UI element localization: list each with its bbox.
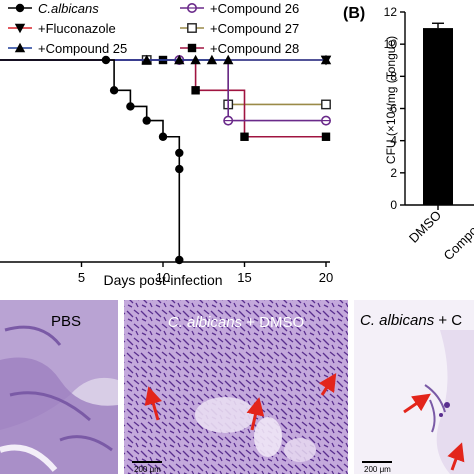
legend-label: +Compound 26: [210, 1, 299, 16]
data-point: [321, 132, 331, 141]
data-point: [174, 54, 185, 65]
legend-item: +Compound 27: [180, 21, 299, 36]
histology-pbs: PBS: [0, 300, 118, 474]
data-point: [191, 86, 200, 95]
data-point: [320, 115, 331, 126]
series-line: [0, 59, 326, 106]
legend-label: +Fluconazole: [38, 21, 116, 36]
y-tick-label: 4: [390, 134, 397, 148]
data-point: [126, 102, 135, 111]
histology-dmso: C. albicans + DMSO 200 μm: [124, 300, 348, 474]
data-point: [101, 55, 111, 65]
histology-row: PBS C. albicans + DMSO 200 μm C. albican…: [0, 300, 474, 474]
y-tick-label: 6: [390, 102, 397, 116]
survival-chart: 5 10 15 20 Days post-infection C.albicans +F…: [0, 1, 333, 288]
data-point: [187, 23, 197, 33]
data-point: [187, 3, 198, 13]
series-c-albicans: [0, 55, 184, 265]
x-axis-label: Days post-infection: [103, 272, 222, 288]
panel-b-label: (B): [343, 5, 365, 22]
data-point: [223, 115, 234, 126]
arrow-indicator: [246, 397, 265, 431]
legend-item: +Fluconazole: [8, 21, 116, 36]
y-axis-label: CFU (×10⁴/mg (Tongue): [384, 36, 398, 164]
series--compound-26: [0, 54, 331, 126]
x-tick-label: 10: [156, 270, 170, 285]
data-point: [175, 148, 184, 158]
series-line: [0, 59, 181, 170]
data-point: [223, 54, 234, 65]
legend-item: +Compound 28: [180, 41, 299, 56]
data-point: [142, 116, 151, 125]
data-point: [109, 86, 119, 95]
cfu-bar-chart: (B) CFU (×10⁴/mg (Tongue) 0 2 4 6 8 10 12 DMSOC…: [343, 5, 474, 263]
bar: [423, 28, 453, 206]
legend-item: +Compound 25: [8, 41, 127, 56]
category-label: Compound: [441, 208, 474, 264]
arrow-indicator: [403, 393, 431, 414]
x-tick-label: 20: [319, 270, 333, 285]
series-line: [0, 59, 326, 122]
data-point: [14, 23, 26, 34]
panel-title: C. albicans + DMSO: [168, 314, 304, 331]
x-ticks: 5 10 15 20: [78, 262, 333, 285]
data-point: [320, 54, 332, 65]
data-point: [175, 255, 184, 265]
data-point: [141, 54, 152, 65]
y-tick-label: 2: [390, 166, 397, 180]
data-point: [15, 3, 25, 13]
scale-bar-label: 200 μm: [364, 465, 391, 474]
y-tick-label: 0: [390, 198, 397, 212]
series-layer: [0, 54, 332, 265]
legend-item: +Compound 26: [180, 1, 299, 16]
arrow-indicator: [318, 372, 337, 396]
legend-label: +Compound 25: [38, 41, 127, 56]
category-label: DMSO: [406, 208, 444, 246]
panel-title: C. albicans + C: [360, 312, 462, 329]
data-point: [158, 132, 168, 141]
series--compound-28: [0, 55, 331, 141]
series--compound-25: [0, 54, 332, 65]
histology-compound: C. albicans + C 200 μm: [354, 300, 474, 474]
legend: C.albicans +Fluconazole +Compound 25 +Compo…: [8, 1, 299, 56]
data-point: [321, 99, 331, 110]
data-point: [190, 54, 201, 65]
y-tick-label: 8: [390, 69, 397, 83]
x-tick-label: 5: [78, 270, 85, 285]
legend-label: +Compound 27: [210, 21, 299, 36]
arrow-indicator: [144, 386, 162, 421]
legend-label: C.albicans: [38, 1, 99, 16]
data-point: [14, 42, 26, 53]
data-point: [187, 43, 197, 53]
data-point: [206, 54, 218, 65]
legend-label: +Compound 28: [210, 41, 299, 56]
y-tick-label: 10: [384, 37, 398, 51]
arrow-indicator: [447, 442, 465, 471]
data-point: [240, 132, 249, 141]
scale-bar-label: 200 μm: [134, 465, 161, 474]
panel-title: PBS: [51, 313, 81, 330]
y-tick-label: 12: [384, 5, 398, 19]
x-tick-label: 15: [237, 270, 251, 285]
legend-item: C.albicans: [8, 1, 99, 16]
